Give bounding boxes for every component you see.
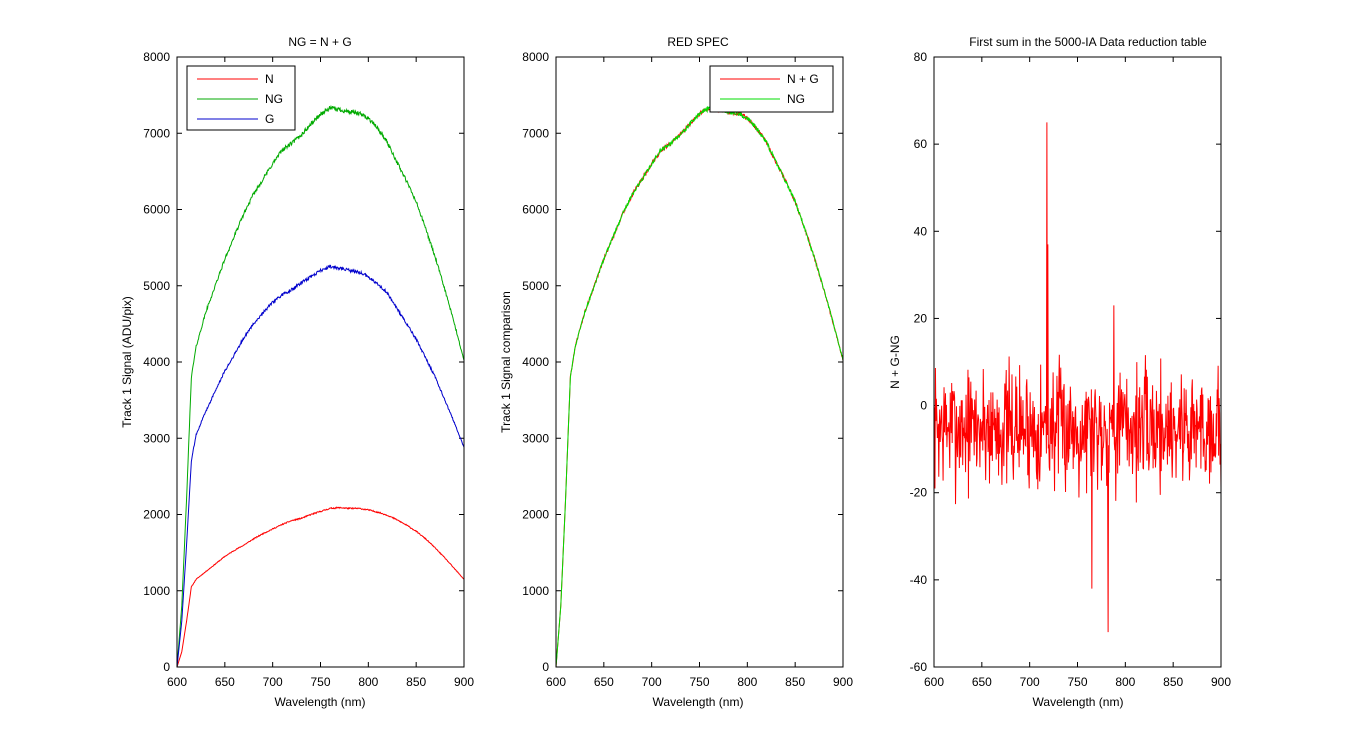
chart-title: First sum in the 5000-IA Data reduction … — [969, 35, 1207, 49]
x-tick-label: 600 — [546, 675, 566, 689]
x-tick-label: 600 — [167, 675, 187, 689]
x-tick-label: 650 — [594, 675, 614, 689]
y-tick-label: -20 — [910, 486, 928, 500]
y-tick-label: 6000 — [522, 203, 549, 217]
y-tick-label: 7000 — [143, 126, 170, 140]
chart-panel-2: RED SPEC Wavelength (nm) Track 1 Signal … — [499, 35, 853, 709]
y-tick-label: 60 — [914, 137, 928, 151]
y-tick-label: 5000 — [143, 279, 170, 293]
y-tick-label: 5000 — [522, 279, 549, 293]
y-tick-label: 80 — [914, 50, 928, 64]
y-tick-label: -40 — [910, 573, 928, 587]
x-axis-label: Wavelength (nm) — [653, 695, 744, 709]
x-tick-label: 700 — [1020, 675, 1040, 689]
legend-label-n: N — [265, 72, 274, 86]
y-axis-label: Track 1 Signal (ADU/pix) — [120, 296, 134, 428]
y-tick-label: 3000 — [143, 431, 170, 445]
plot-area-frame — [933, 56, 1222, 668]
y-tick-label: 40 — [914, 224, 928, 238]
y-tick-label: 4000 — [143, 355, 170, 369]
x-tick-label: 650 — [215, 675, 235, 689]
x-tick-label: 900 — [833, 675, 853, 689]
x-tick-label: 750 — [1067, 675, 1087, 689]
series-line-n — [176, 506, 465, 668]
legend-label-g: G — [265, 112, 274, 126]
x-tick-label: 850 — [1163, 675, 1183, 689]
y-tick-label: -60 — [910, 660, 928, 674]
series-line-difference — [933, 122, 1222, 633]
legend: N NG G — [186, 65, 296, 131]
x-tick-label: 850 — [785, 675, 805, 689]
y-tick-label: 6000 — [143, 203, 170, 217]
plot-area-frame — [176, 56, 465, 668]
chart-panel-3: First sum in the 5000-IA Data reduction … — [888, 35, 1231, 709]
x-tick-label: 800 — [1115, 675, 1135, 689]
legend-box — [709, 65, 834, 113]
x-tick-label: 700 — [263, 675, 283, 689]
y-axis-label: Track 1 Signal comparison — [499, 291, 513, 433]
chart-title: NG = N + G — [288, 35, 351, 49]
x-tick-label: 850 — [406, 675, 426, 689]
chart-title: RED SPEC — [667, 35, 729, 49]
series-line-ng — [555, 105, 844, 668]
x-tick-label: 700 — [642, 675, 662, 689]
y-tick-label: 1000 — [522, 584, 549, 598]
legend: N + G NG — [709, 65, 834, 113]
x-tick-label: 650 — [972, 675, 992, 689]
y-tick-label: 4000 — [522, 355, 549, 369]
y-tick-label: 8000 — [143, 50, 170, 64]
y-axis-label: N + G-NG — [888, 335, 902, 389]
x-tick-label: 900 — [454, 675, 474, 689]
x-tick-label: 800 — [358, 675, 378, 689]
y-tick-label: 3000 — [522, 431, 549, 445]
y-tick-label: 2000 — [522, 508, 549, 522]
y-tick-label: 1000 — [143, 584, 170, 598]
y-tick-label: 2000 — [143, 508, 170, 522]
x-tick-label: 600 — [924, 675, 944, 689]
y-tick-label: 0 — [542, 660, 549, 674]
x-axis-label: Wavelength (nm) — [1033, 695, 1124, 709]
y-tick-label: 8000 — [522, 50, 549, 64]
y-tick-label: 7000 — [522, 126, 549, 140]
x-tick-label: 800 — [737, 675, 757, 689]
series-line-ng — [176, 104, 465, 668]
series-line-n-g — [555, 105, 844, 668]
plot-area-frame — [555, 56, 844, 668]
x-tick-label: 900 — [1211, 675, 1231, 689]
x-axis-label: Wavelength (nm) — [275, 695, 366, 709]
y-tick-label: 0 — [920, 399, 927, 413]
y-tick-label: 0 — [163, 660, 170, 674]
chart-panel-1: NG = N + G Wavelength (nm) Track 1 Signa… — [120, 35, 474, 709]
y-tick-label: 20 — [914, 311, 928, 325]
x-tick-label: 750 — [310, 675, 330, 689]
legend-label-ng: NG — [265, 92, 283, 106]
x-tick-label: 750 — [689, 675, 709, 689]
series-line-g — [176, 264, 465, 668]
legend-label-ng: NG — [787, 92, 805, 106]
legend-label-n-plus-g: N + G — [787, 72, 819, 86]
